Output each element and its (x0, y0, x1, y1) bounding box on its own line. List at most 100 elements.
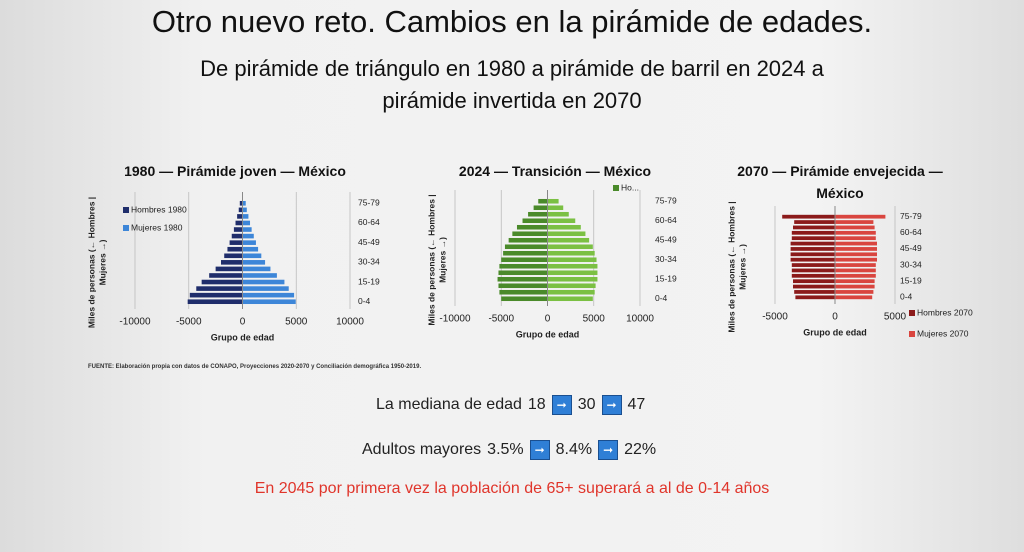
bar (242, 299, 296, 305)
subtitle: De pirámide de triángulo en 1980 a pirám… (200, 56, 824, 81)
bar (242, 260, 266, 265)
subtitle: pirámide invertida en 2070 (382, 88, 642, 113)
note: En 2045 por primera vez la población de … (254, 480, 770, 497)
bar (498, 283, 548, 289)
bar (221, 260, 243, 265)
arrow-icon: ➞ (529, 440, 550, 460)
y-axis-label: Mujeres →) (97, 239, 107, 285)
legend-label: Mujeres 2070 (917, 328, 969, 338)
bar (793, 284, 835, 289)
bar (235, 220, 243, 226)
bar (242, 253, 262, 259)
bar (547, 198, 559, 204)
bar (187, 299, 243, 305)
y-tick-label: 45-49 (358, 237, 380, 247)
bar (547, 263, 598, 269)
bar (512, 231, 548, 237)
y-tick-label: 75-79 (655, 196, 677, 206)
bar (242, 240, 256, 245)
bar (516, 224, 548, 230)
bar (835, 263, 876, 267)
y-tick-label: 45-49 (655, 235, 677, 245)
x-tick-label: 5000 (583, 314, 606, 325)
x-axis-label: Grupo de edad (516, 329, 580, 339)
y-tick-label: 0-4 (900, 292, 913, 302)
legend-label: Hombres 2070 (917, 307, 973, 317)
legend-label: Ho... (621, 182, 639, 192)
bar (547, 211, 569, 217)
legend-swatch (123, 225, 129, 231)
bar (835, 252, 877, 257)
bar (835, 236, 876, 241)
y-tick-label: 0-4 (655, 293, 668, 303)
bar (791, 273, 835, 278)
bar (835, 241, 877, 246)
bar (242, 246, 259, 252)
bar (242, 292, 295, 298)
x-tick-label: -10000 (119, 317, 151, 328)
bar (791, 268, 835, 273)
stat-row: Adultos mayores 3.5% ➞ 8.4% ➞ 22% (362, 440, 656, 460)
bar (504, 244, 548, 250)
y-tick-label: 15-19 (358, 276, 380, 286)
bar (238, 207, 243, 213)
bar (794, 220, 835, 224)
arrow-icon: ➞ (601, 395, 622, 415)
stat-value: 8.4% (555, 441, 593, 458)
legend-swatch (909, 310, 915, 316)
stat-value: 47 (627, 396, 646, 413)
bar (242, 227, 252, 232)
bar (835, 268, 876, 273)
bar (503, 250, 548, 256)
bar (239, 200, 243, 206)
bar (242, 207, 247, 213)
y-tick-label: 0-4 (358, 296, 371, 306)
bar (547, 289, 595, 295)
bar (782, 214, 835, 219)
bar (242, 214, 249, 219)
legend-label: Mujeres 1980 (131, 222, 183, 232)
y-axis-label: Mujeres →) (437, 237, 447, 283)
y-axis-label: Miles de personas (← Hombres | (426, 194, 436, 325)
bar (233, 227, 243, 232)
y-tick-label: 60-64 (900, 227, 922, 237)
bar (242, 266, 271, 272)
stat-label: La mediana de edad (376, 396, 522, 413)
bar (547, 244, 593, 250)
bar (499, 263, 548, 269)
y-tick-label: 15-19 (900, 275, 922, 285)
y-tick-label: 75-79 (358, 198, 380, 208)
legend-swatch (909, 331, 915, 337)
bar (835, 257, 877, 262)
y-axis-label: Miles de personas (← Hombres | (726, 201, 736, 332)
bar (501, 257, 548, 263)
bar (231, 233, 243, 239)
stat-label: Adultos mayores (362, 441, 482, 458)
bar (522, 218, 548, 224)
bar (497, 276, 548, 282)
bar (794, 290, 835, 294)
chart-title: 2024 — Transición — México (458, 163, 652, 179)
stat-value: 18 (527, 396, 546, 413)
x-tick-label: 10000 (626, 314, 654, 325)
bar (835, 220, 874, 224)
y-tick-label: 30-34 (900, 259, 922, 269)
bar (835, 279, 875, 284)
bar (795, 295, 835, 300)
x-tick-label: -5000 (762, 312, 788, 323)
bar (793, 225, 835, 230)
bar (189, 292, 243, 298)
bar (227, 246, 243, 252)
bar (835, 230, 876, 235)
bar (547, 205, 564, 211)
bar (547, 270, 598, 276)
bar (237, 214, 243, 219)
bar (196, 286, 243, 291)
bar (547, 237, 590, 243)
bar (547, 250, 595, 256)
y-tick-label: 75-79 (900, 211, 922, 221)
stat-row: La mediana de edad 18 ➞ 30 ➞ 47 (376, 395, 645, 415)
bar (790, 252, 835, 257)
bar (790, 257, 835, 262)
